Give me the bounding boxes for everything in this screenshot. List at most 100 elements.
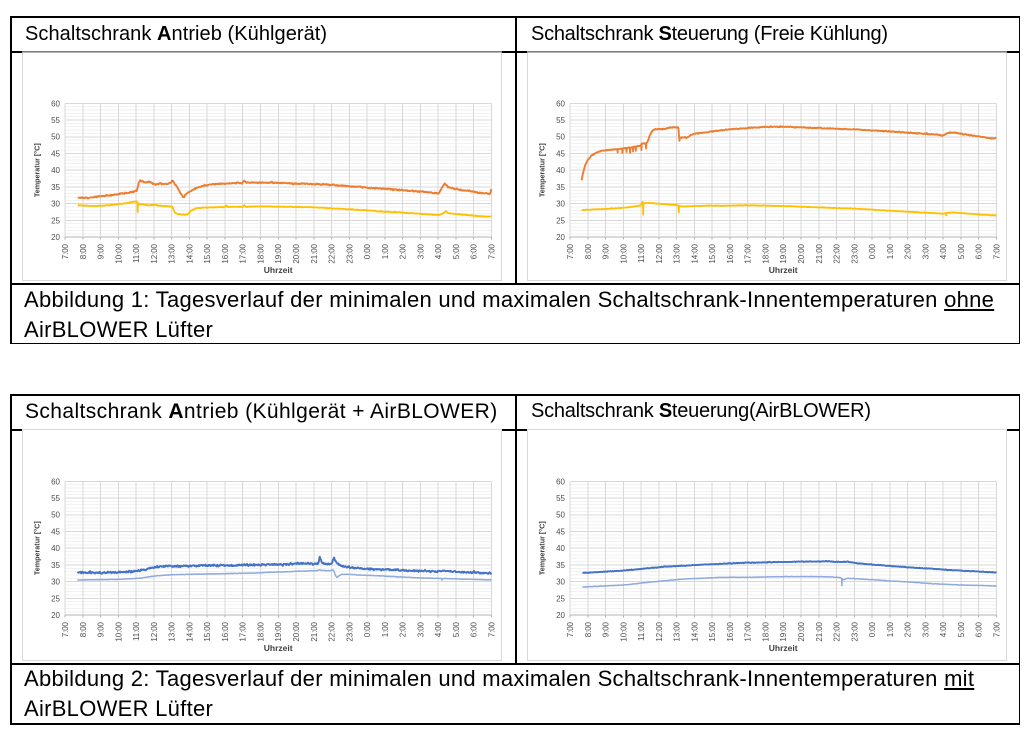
- svg-text:15:00: 15:00: [708, 243, 717, 263]
- svg-text:6:00: 6:00: [975, 243, 984, 259]
- svg-text:Uhrzeit: Uhrzeit: [264, 265, 293, 275]
- svg-text:5:00: 5:00: [957, 243, 966, 259]
- svg-text:7:00: 7:00: [488, 243, 497, 259]
- svg-text:6:00: 6:00: [470, 243, 479, 259]
- svg-text:17:00: 17:00: [744, 243, 753, 263]
- svg-text:45: 45: [556, 150, 565, 159]
- svg-text:7:00: 7:00: [61, 621, 70, 637]
- svg-text:7:00: 7:00: [488, 621, 497, 637]
- svg-text:21:00: 21:00: [815, 621, 824, 641]
- svg-text:10:00: 10:00: [114, 621, 123, 641]
- svg-text:0:00: 0:00: [868, 243, 877, 259]
- svg-text:7:00: 7:00: [61, 243, 70, 259]
- svg-text:21:00: 21:00: [815, 243, 824, 263]
- svg-text:5:00: 5:00: [452, 621, 461, 637]
- svg-text:20:00: 20:00: [292, 621, 301, 641]
- svg-text:20: 20: [51, 233, 60, 242]
- svg-text:10:00: 10:00: [619, 621, 628, 641]
- svg-text:3:00: 3:00: [921, 243, 930, 259]
- svg-text:20:00: 20:00: [797, 621, 806, 641]
- svg-text:16:00: 16:00: [726, 243, 735, 263]
- svg-text:19:00: 19:00: [274, 621, 283, 641]
- svg-text:9:00: 9:00: [97, 243, 106, 259]
- svg-text:15:00: 15:00: [203, 243, 212, 263]
- svg-text:21:00: 21:00: [310, 621, 319, 641]
- svg-text:4:00: 4:00: [939, 243, 948, 259]
- svg-text:Temperatur [°C]: Temperatur [°C]: [33, 143, 42, 197]
- svg-text:50: 50: [556, 511, 565, 520]
- svg-text:35: 35: [51, 183, 60, 192]
- svg-text:50: 50: [51, 511, 60, 520]
- svg-text:6:00: 6:00: [470, 621, 479, 637]
- svg-text:7:00: 7:00: [993, 243, 1002, 259]
- svg-text:55: 55: [51, 116, 60, 125]
- svg-text:40: 40: [556, 544, 565, 553]
- svg-text:20: 20: [556, 611, 565, 620]
- svg-text:11:00: 11:00: [637, 621, 646, 641]
- svg-text:13:00: 13:00: [168, 243, 177, 263]
- svg-text:12:00: 12:00: [150, 243, 159, 263]
- svg-text:8:00: 8:00: [79, 621, 88, 637]
- svg-text:30: 30: [51, 200, 60, 209]
- svg-text:6:00: 6:00: [975, 621, 984, 637]
- svg-text:7:00: 7:00: [993, 621, 1002, 637]
- svg-text:35: 35: [51, 561, 60, 570]
- svg-text:23:00: 23:00: [345, 621, 354, 641]
- svg-text:8:00: 8:00: [584, 621, 593, 637]
- svg-text:25: 25: [51, 216, 60, 225]
- svg-text:23:00: 23:00: [345, 243, 354, 263]
- svg-text:3:00: 3:00: [416, 621, 425, 637]
- svg-text:8:00: 8:00: [79, 243, 88, 259]
- svg-text:16:00: 16:00: [221, 243, 230, 263]
- svg-text:5:00: 5:00: [452, 243, 461, 259]
- svg-text:16:00: 16:00: [221, 621, 230, 641]
- svg-text:22:00: 22:00: [328, 243, 337, 263]
- svg-text:45: 45: [556, 528, 565, 537]
- svg-text:Uhrzeit: Uhrzeit: [264, 643, 293, 653]
- svg-text:25: 25: [556, 216, 565, 225]
- svg-text:19:00: 19:00: [779, 243, 788, 263]
- svg-text:Temperatur [°C]: Temperatur [°C]: [538, 521, 547, 575]
- svg-text:12:00: 12:00: [655, 243, 664, 263]
- svg-text:13:00: 13:00: [168, 621, 177, 641]
- svg-text:30: 30: [556, 200, 565, 209]
- svg-text:1:00: 1:00: [381, 243, 390, 259]
- svg-text:11:00: 11:00: [132, 243, 141, 263]
- svg-text:Temperatur [°C]: Temperatur [°C]: [33, 521, 42, 575]
- svg-text:14:00: 14:00: [690, 243, 699, 263]
- svg-text:17:00: 17:00: [744, 621, 753, 641]
- svg-text:14:00: 14:00: [185, 243, 194, 263]
- svg-text:45: 45: [51, 150, 60, 159]
- svg-text:2:00: 2:00: [399, 621, 408, 637]
- svg-text:11:00: 11:00: [132, 621, 141, 641]
- svg-text:14:00: 14:00: [185, 621, 194, 641]
- svg-text:25: 25: [556, 594, 565, 603]
- svg-text:60: 60: [556, 477, 565, 486]
- svg-text:2:00: 2:00: [904, 621, 913, 637]
- svg-text:16:00: 16:00: [726, 621, 735, 641]
- svg-text:4:00: 4:00: [434, 243, 443, 259]
- svg-text:30: 30: [51, 578, 60, 587]
- svg-text:18:00: 18:00: [762, 621, 771, 641]
- svg-text:50: 50: [556, 133, 565, 142]
- svg-text:19:00: 19:00: [779, 621, 788, 641]
- svg-text:19:00: 19:00: [274, 243, 283, 263]
- svg-text:17:00: 17:00: [239, 621, 248, 641]
- svg-text:25: 25: [51, 594, 60, 603]
- svg-text:50: 50: [51, 133, 60, 142]
- svg-text:Uhrzeit: Uhrzeit: [769, 643, 798, 653]
- svg-text:22:00: 22:00: [833, 243, 842, 263]
- svg-text:15:00: 15:00: [708, 621, 717, 641]
- svg-text:14:00: 14:00: [690, 621, 699, 641]
- svg-text:55: 55: [51, 494, 60, 503]
- svg-text:12:00: 12:00: [150, 621, 159, 641]
- svg-text:9:00: 9:00: [602, 243, 611, 259]
- svg-text:4:00: 4:00: [939, 621, 948, 637]
- svg-text:9:00: 9:00: [97, 621, 106, 637]
- svg-text:18:00: 18:00: [257, 243, 266, 263]
- svg-text:17:00: 17:00: [239, 243, 248, 263]
- svg-text:7:00: 7:00: [566, 243, 575, 259]
- svg-text:20: 20: [51, 611, 60, 620]
- svg-text:Temperatur [°C]: Temperatur [°C]: [538, 143, 547, 197]
- svg-text:60: 60: [51, 477, 60, 486]
